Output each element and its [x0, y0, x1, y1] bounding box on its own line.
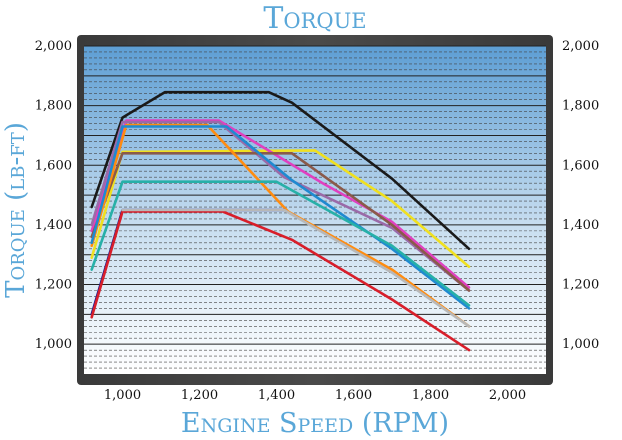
x-tick-label: 1,800: [412, 388, 449, 403]
y-tick-label-right: 1,800: [562, 99, 599, 114]
x-axis-label: Engine Speed (RPM): [181, 408, 449, 439]
series-line-4: [90, 120, 471, 292]
chart-title: Torque: [263, 1, 366, 36]
x-tick-label: 1,400: [258, 388, 295, 403]
x-tick-label: 1,600: [335, 388, 372, 403]
y-tick-label-right: 1,400: [562, 218, 599, 233]
y-axis-left-ticks: 1,000 1,200 1,400 1,600 1,800 2,000: [35, 39, 72, 352]
x-tick-label: 2,000: [489, 388, 526, 403]
y-tick-label-left: 1,000: [35, 337, 72, 352]
x-tick-label: 1,200: [181, 388, 218, 403]
x-axis-ticks: 1,000 1,200 1,400 1,600 1,800 2,000: [104, 388, 526, 403]
y-tick-label-left: 1,600: [35, 158, 72, 173]
series-line-6: [90, 123, 471, 328]
series-line-8: [90, 180, 471, 307]
y-tick-label-left: 1,200: [35, 278, 72, 293]
series-line-7: [90, 125, 471, 310]
series-line-2: [90, 149, 471, 268]
series-line-10: [90, 210, 471, 352]
y-tick-label-right: 1,000: [562, 337, 599, 352]
series-line-5: [90, 152, 471, 292]
series-line-1: [90, 90, 471, 251]
y-tick-label-left: 2,000: [35, 39, 72, 54]
y-axis-label: Torque (lb-ft): [1, 122, 31, 298]
x-tick-label: 1,000: [104, 388, 141, 403]
y-tick-label-right: 2,000: [562, 39, 599, 54]
y-tick-label-left: 1,400: [35, 218, 72, 233]
y-tick-label-right: 1,200: [562, 278, 599, 293]
series-layer: [90, 90, 471, 352]
y-tick-label-left: 1,800: [35, 99, 72, 114]
y-tick-label-right: 1,600: [562, 158, 599, 173]
series-line-11: [121, 208, 471, 328]
y-axis-right-ticks: 1,000 1,200 1,400 1,600 1,800 2,000: [562, 39, 599, 352]
